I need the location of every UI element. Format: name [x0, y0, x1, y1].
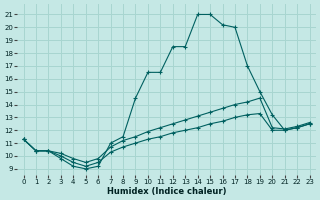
X-axis label: Humidex (Indice chaleur): Humidex (Indice chaleur) — [107, 187, 226, 196]
